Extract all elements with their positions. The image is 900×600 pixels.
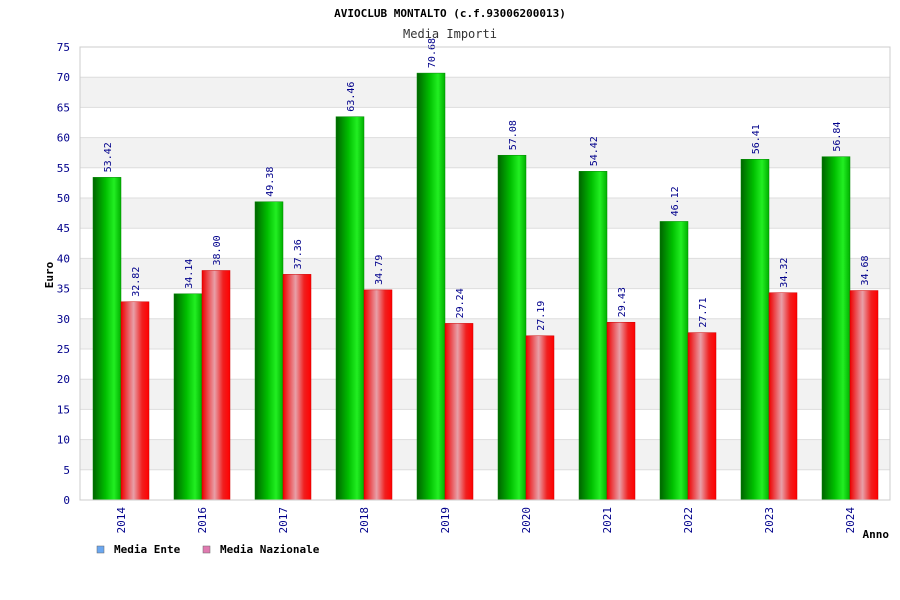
y-tick-label: 40 bbox=[57, 252, 70, 265]
bar-media-ente-2021 bbox=[578, 171, 608, 501]
bar-media-ente-2014 bbox=[92, 177, 122, 501]
bar-media-nazionale-2017 bbox=[282, 274, 312, 501]
bar-media-nazionale-2024 bbox=[849, 290, 879, 501]
x-tick-label: 2024 bbox=[844, 507, 857, 534]
y-tick-label: 20 bbox=[57, 373, 70, 386]
y-tick-label: 10 bbox=[57, 434, 70, 447]
x-tick-label: 2022 bbox=[682, 507, 695, 534]
legend-swatch-media-ente bbox=[96, 545, 105, 554]
y-tick-label: 25 bbox=[57, 343, 70, 356]
value-label: 57.08 bbox=[508, 120, 519, 150]
bar-media-ente-2023 bbox=[740, 159, 770, 501]
x-tick-label: 2019 bbox=[439, 507, 452, 534]
y-tick-label: 50 bbox=[57, 192, 70, 205]
bar-media-nazionale-2016 bbox=[201, 270, 231, 501]
chart-title: AVIOCLUB MONTALTO (c.f.93006200013) bbox=[334, 7, 566, 20]
x-tick-label: 2017 bbox=[277, 507, 290, 534]
value-label: 37.36 bbox=[293, 239, 304, 269]
value-label: 34.14 bbox=[184, 259, 195, 289]
value-label: 53.42 bbox=[103, 142, 114, 172]
y-axis-ticks: 0 5 10 15 20 25 30 35 40 45 50 55 60 65 70 75 bbox=[57, 41, 70, 507]
grid-band bbox=[80, 107, 890, 138]
bar-media-nazionale-2021 bbox=[606, 321, 636, 501]
value-label: 27.19 bbox=[536, 301, 547, 331]
bar-media-nazionale-2018 bbox=[363, 289, 393, 501]
x-tick-label: 2016 bbox=[196, 507, 209, 534]
legend: Media Ente Media Nazionale bbox=[96, 543, 320, 556]
y-tick-label: 0 bbox=[63, 494, 70, 507]
legend-swatch-media-nazionale bbox=[202, 545, 211, 554]
value-label: 29.43 bbox=[617, 287, 628, 317]
value-label: 63.46 bbox=[346, 82, 357, 112]
value-label: 27.71 bbox=[698, 298, 709, 328]
legend-label-media-nazionale: Media Nazionale bbox=[220, 543, 320, 556]
value-label: 56.41 bbox=[751, 124, 762, 154]
value-label: 38.00 bbox=[212, 235, 223, 265]
x-axis-ticks: 2014 2016 2017 2018 2019 2020 2021 2022 2023 2024 bbox=[115, 507, 857, 534]
y-tick-label: 45 bbox=[57, 222, 70, 235]
value-label: 49.38 bbox=[265, 167, 276, 197]
bar-media-ente-2017 bbox=[254, 201, 284, 501]
y-tick-label: 75 bbox=[57, 41, 70, 54]
y-tick-label: 15 bbox=[57, 403, 70, 416]
x-tick-label: 2023 bbox=[763, 507, 776, 534]
y-tick-label: 5 bbox=[63, 464, 70, 477]
legend-label-media-ente: Media Ente bbox=[114, 543, 181, 556]
x-axis-label: Anno bbox=[863, 528, 890, 541]
value-label: 32.82 bbox=[131, 267, 142, 297]
x-tick-label: 2014 bbox=[115, 507, 128, 534]
bar-media-ente-2020 bbox=[497, 154, 527, 501]
grid-band bbox=[80, 77, 890, 108]
value-label: 46.12 bbox=[670, 186, 681, 216]
bars bbox=[92, 72, 879, 501]
y-tick-label: 35 bbox=[57, 283, 70, 296]
y-axis-label: Euro bbox=[43, 261, 56, 288]
bar-media-nazionale-2022 bbox=[687, 332, 717, 501]
bar-media-ente-2016 bbox=[173, 293, 203, 501]
plot-frame bbox=[79, 46, 891, 501]
grid-band bbox=[80, 47, 890, 78]
y-tick-label: 30 bbox=[57, 313, 70, 326]
bar-media-ente-2019 bbox=[416, 72, 446, 501]
y-tick-label: 65 bbox=[57, 101, 70, 114]
value-label: 54.42 bbox=[589, 136, 600, 166]
value-label: 56.84 bbox=[832, 122, 843, 152]
x-tick-label: 2020 bbox=[520, 507, 533, 534]
bar-media-nazionale-2019 bbox=[444, 323, 474, 501]
y-tick-label: 60 bbox=[57, 132, 70, 145]
x-tick-label: 2021 bbox=[601, 507, 614, 534]
chart-subtitle: Media Importi bbox=[403, 27, 497, 41]
bar-media-nazionale-2023 bbox=[768, 292, 798, 501]
x-tick-label: 2018 bbox=[358, 507, 371, 534]
value-label: 70.68 bbox=[427, 38, 438, 68]
value-label: 29.24 bbox=[455, 288, 466, 318]
bar-media-ente-2024 bbox=[821, 156, 851, 501]
bar-media-ente-2018 bbox=[335, 116, 365, 501]
y-tick-label: 55 bbox=[57, 162, 70, 175]
value-label: 34.32 bbox=[779, 258, 790, 288]
bar-media-nazionale-2014 bbox=[120, 301, 150, 501]
bar-media-nazionale-2020 bbox=[525, 335, 555, 501]
value-label: 34.68 bbox=[860, 255, 871, 285]
y-tick-label: 70 bbox=[57, 71, 70, 84]
value-label: 34.79 bbox=[374, 255, 385, 285]
value-labels: 53.42 32.82 34.14 38.00 49.38 37.36 63.46 34.79… bbox=[103, 38, 871, 331]
bar-media-ente-2022 bbox=[659, 221, 689, 501]
